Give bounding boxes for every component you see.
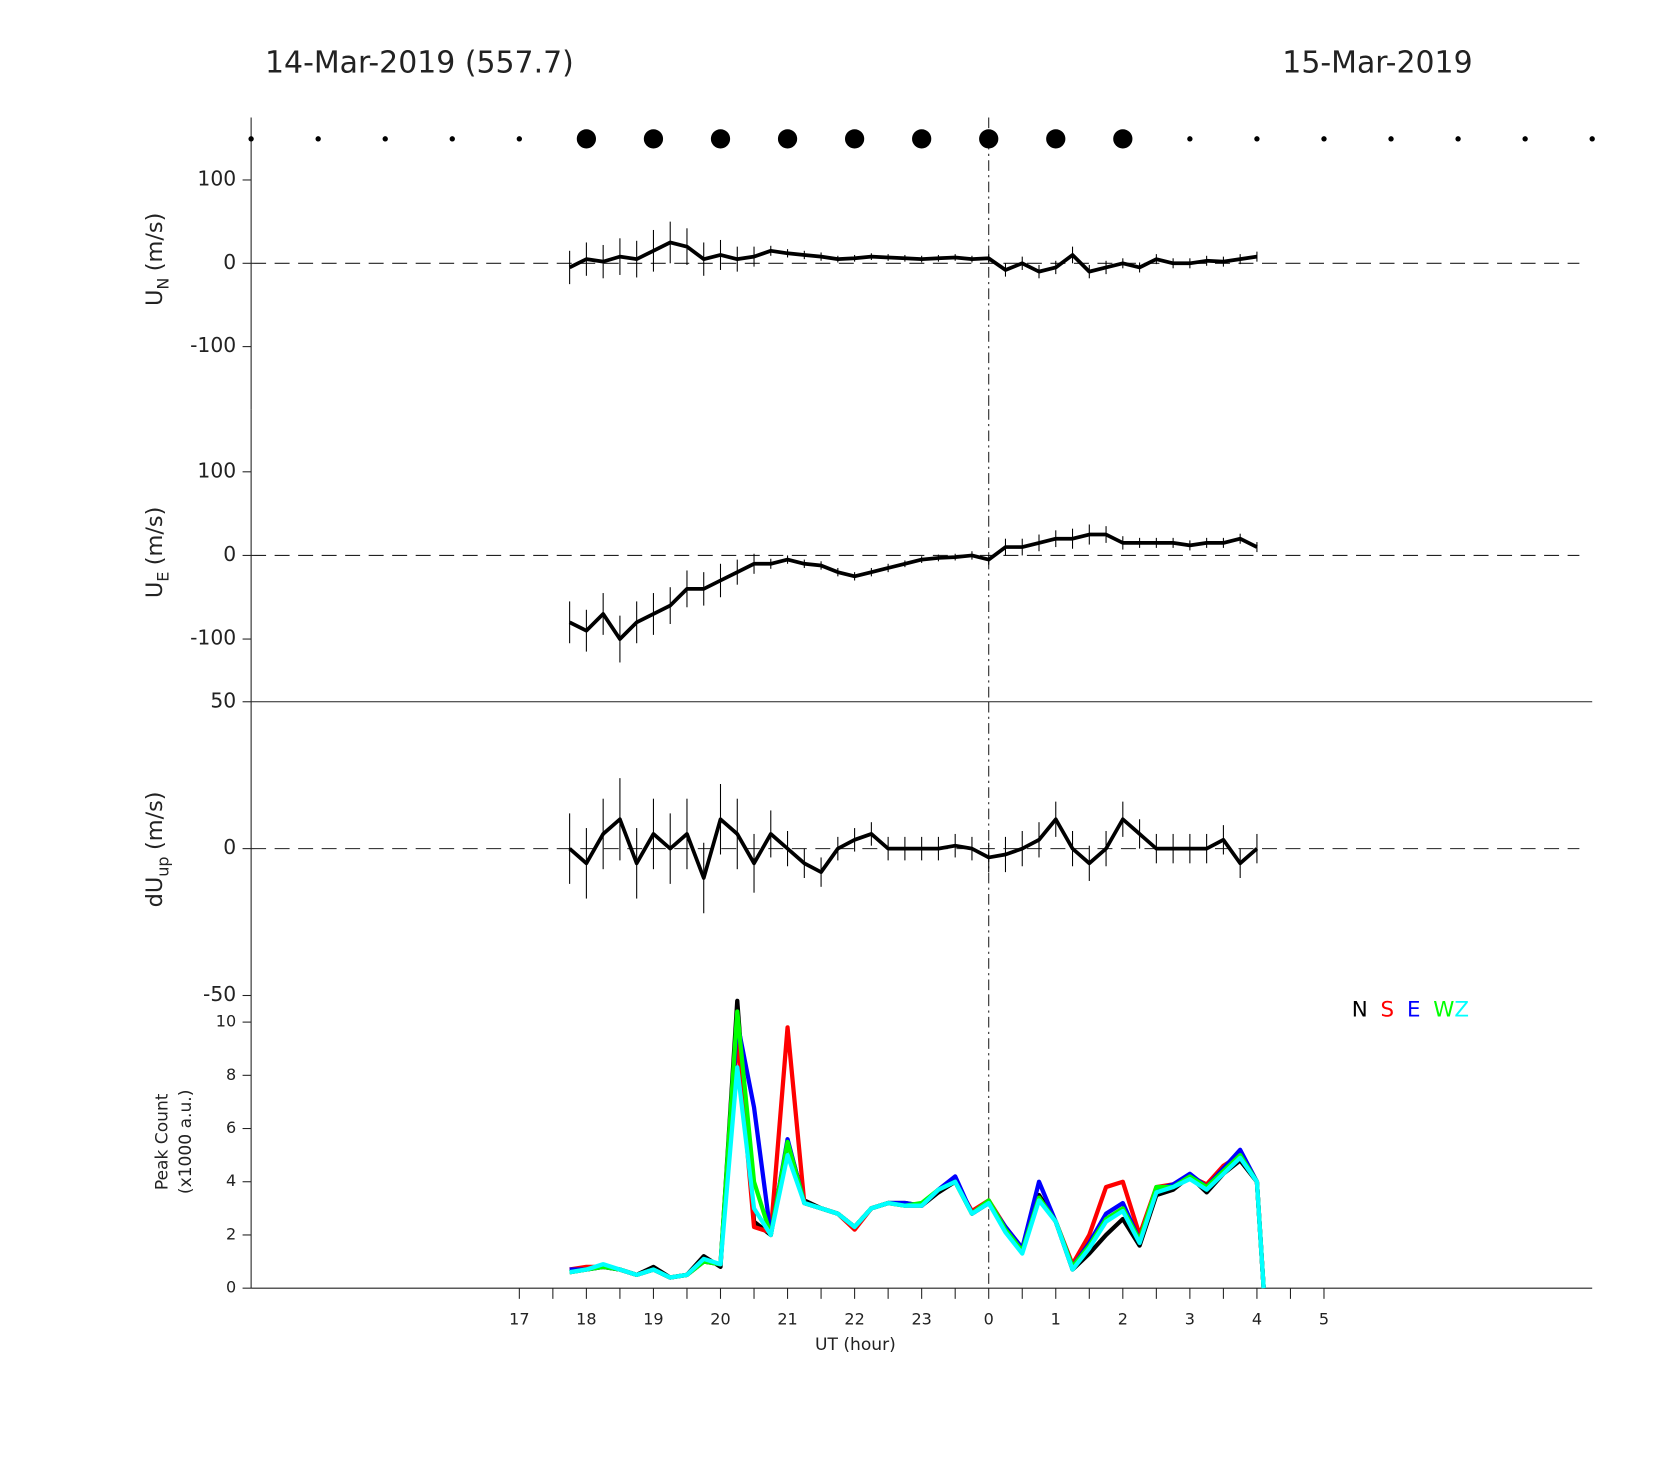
y-label-main: dU	[141, 877, 167, 908]
hour-marker	[1321, 136, 1327, 142]
hour-marker	[516, 136, 523, 142]
legend-entry: E	[1407, 997, 1421, 1022]
hour-marker	[315, 136, 321, 142]
y-tick-label: 2	[226, 1224, 236, 1243]
y-axis-label: UN (m/s)	[141, 213, 172, 306]
y-tick-label: 0	[223, 250, 236, 274]
hour-marker	[1522, 136, 1528, 142]
series-line	[569, 998, 1266, 1289]
series-line	[569, 1025, 1266, 1289]
y-tick-label: 6	[226, 1118, 236, 1137]
hour-marker	[449, 136, 455, 142]
hour-marker	[248, 136, 254, 142]
y-axis-label: dUup (m/s)	[141, 791, 172, 907]
y-label-sub: up	[153, 856, 172, 876]
y-tick-label: -100	[190, 626, 236, 650]
data-line	[568, 532, 1258, 641]
y-tick-label: 100	[197, 166, 236, 190]
x-tick-label: 0	[984, 1310, 994, 1329]
legend-entry: W	[1433, 997, 1454, 1022]
x-tick-label: 23	[911, 1310, 931, 1329]
hour-marker	[1388, 136, 1394, 142]
right-date: 15-Mar-2019	[1282, 46, 1472, 81]
y-tick-label: 0	[223, 835, 236, 859]
y-tick-label: -50	[203, 982, 236, 1006]
x-tick-label: 3	[1185, 1310, 1195, 1329]
x-axis-label: UT (hour)	[815, 1335, 896, 1355]
x-tick-label: 18	[576, 1310, 596, 1329]
hour-marker	[844, 129, 865, 149]
y-axis-label: Peak Count	[152, 1093, 172, 1190]
hour-marker	[1589, 136, 1595, 142]
hour-marker	[912, 129, 932, 149]
y-axis-label: (x1000 a.u.)	[176, 1090, 196, 1194]
hour-marker	[576, 129, 597, 149]
y-label-sub: N	[153, 278, 172, 290]
hour-marker	[1187, 136, 1193, 142]
legend-entry: N	[1352, 997, 1368, 1022]
y-tick-label: 8	[226, 1065, 236, 1084]
series-line	[569, 1009, 1266, 1289]
hour-marker	[1113, 129, 1133, 149]
data-line	[568, 240, 1258, 274]
y-tick-label: 4	[226, 1171, 236, 1190]
hour-marker	[1046, 129, 1066, 149]
legend-entry: S	[1381, 997, 1395, 1022]
hour-marker	[777, 129, 798, 149]
legend: N S E WZ	[1352, 997, 1469, 1022]
x-tick-label: 5	[1319, 1310, 1329, 1329]
x-tick-label: 1	[1051, 1310, 1061, 1329]
legend-entry: Z	[1454, 997, 1469, 1022]
series-line	[569, 1065, 1266, 1289]
y-axis-label: UE (m/s)	[141, 507, 172, 599]
left-date: 14-Mar-2019 (557.7)	[265, 46, 574, 81]
y-label-sub: E	[153, 572, 172, 582]
data-line	[568, 817, 1259, 880]
x-tick-label: 19	[643, 1310, 663, 1329]
y-label-unit: (m/s)	[141, 507, 167, 566]
hour-marker	[643, 129, 664, 149]
y-tick-label: 0	[226, 1278, 236, 1297]
hour-marker	[382, 136, 388, 142]
y-tick-label: 100	[197, 458, 236, 482]
x-tick-label: 2	[1118, 1310, 1128, 1329]
y-tick-label: 10	[216, 1012, 236, 1031]
y-label-unit: (m/s)	[141, 213, 167, 272]
x-tick-label: 20	[710, 1310, 730, 1329]
hour-marker	[710, 129, 731, 149]
y-tick-label: 50	[210, 688, 236, 712]
y-label-main: U	[141, 290, 167, 306]
y-label-main: U	[141, 582, 167, 598]
x-tick-label: 17	[509, 1310, 529, 1329]
hour-marker	[1254, 136, 1260, 142]
x-tick-label: 4	[1252, 1310, 1262, 1329]
hour-marker	[1455, 136, 1461, 142]
y-tick-label: -100	[190, 333, 236, 357]
y-tick-label: 0	[223, 542, 236, 566]
x-tick-label: 21	[777, 1310, 797, 1329]
y-label-unit: (m/s)	[141, 791, 167, 850]
series-line	[569, 1019, 1266, 1289]
x-tick-label: 22	[844, 1310, 864, 1329]
hour-marker	[979, 129, 999, 149]
